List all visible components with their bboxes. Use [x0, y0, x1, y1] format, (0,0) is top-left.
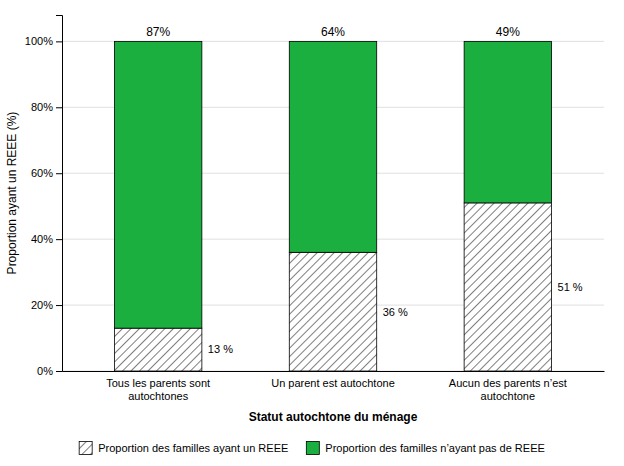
legend-item: Proportion des familles ayant un REEE [79, 442, 288, 455]
y-axis-title: Proportion ayant un REEE (%) [5, 112, 19, 275]
data-label: 13 % [208, 343, 233, 355]
plot: 13 % 36 % 51 % 87% 64% 49% 0% 20% 40% 60% 80% 100% T… [5, 16, 605, 425]
tick-mark [56, 107, 62, 108]
tick-label: 40% [31, 233, 53, 245]
tick: 0% [37, 365, 62, 377]
series [114, 41, 551, 328]
data-label: 51 % [558, 281, 583, 293]
legend-swatch [79, 442, 92, 455]
tick-mark [56, 239, 62, 240]
bars [114, 41, 551, 371]
tick: 60% [31, 167, 62, 179]
y-axis: 0% 20% 40% 60% 80% 100% [25, 16, 63, 378]
x-axis-title: Statut autochtone du ménage [249, 410, 418, 424]
tick-mark [56, 305, 62, 306]
data-label: 64% [321, 25, 345, 39]
axis-line [63, 371, 605, 372]
tick-label: 80% [31, 101, 53, 113]
data-label: 49% [496, 25, 520, 39]
legend: Proportion des familles ayant un REEE Pro… [79, 442, 545, 455]
grid [62, 41, 604, 371]
bar [114, 41, 201, 328]
tick: 40% [31, 233, 62, 245]
tick: Aucun des parents n’estautochtone [449, 377, 567, 402]
tick-label: 0% [37, 365, 53, 377]
data-label: 87% [146, 25, 170, 39]
legend-swatch [306, 442, 319, 455]
tick-label: Aucun des parents n’estautochtone [449, 377, 567, 402]
bar [289, 252, 376, 371]
tick-label: 20% [31, 299, 53, 311]
tick: 80% [31, 101, 62, 113]
tick: 20% [31, 299, 62, 311]
chart: 13 % 36 % 51 % 87% 64% 49% 0% 20% 40% 60% 80% 100% T… [0, 0, 624, 466]
bar [114, 328, 201, 371]
data-label: 36 % [383, 306, 408, 318]
tick-mark [56, 41, 62, 42]
tick-label: Un parent est autochtone [271, 377, 395, 389]
data-labels: 13 % 36 % 51 % 87% 64% 49% [146, 25, 583, 355]
tick: 100% [25, 35, 62, 47]
legend-label: Proportion des familles ayant un REEE [98, 442, 288, 454]
tick-label: 60% [31, 167, 53, 179]
tick-label: Tous les parents sontautochtones [106, 377, 210, 402]
bar [464, 41, 551, 203]
legend-item: Proportion des familles n’ayant pas de R… [306, 442, 545, 455]
x-axis: Tous les parents sontautochtones Un paren… [63, 372, 605, 403]
tick-label: 100% [25, 35, 53, 47]
bar [464, 203, 551, 371]
axis-line [56, 16, 63, 372]
bar [289, 41, 376, 252]
tick-mark [56, 173, 62, 174]
tick: Tous les parents sontautochtones [106, 377, 210, 402]
tick-mark [56, 371, 62, 372]
tick: Un parent est autochtone [271, 377, 395, 389]
legend-label: Proportion des familles n’ayant pas de R… [325, 442, 545, 454]
